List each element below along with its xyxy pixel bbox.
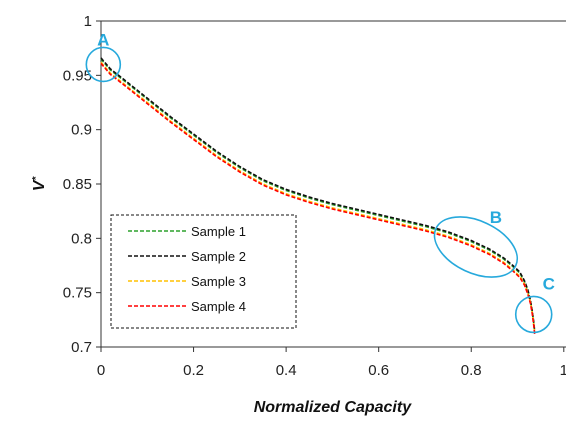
annotation-label-B: B bbox=[490, 208, 502, 227]
annotations-layer: A B C bbox=[85, 30, 555, 334]
y-tick-label: 0.75 bbox=[63, 285, 92, 302]
y-tick-label: 0.8 bbox=[71, 230, 92, 247]
series-line-2 bbox=[100, 57, 536, 331]
legend-label-1: Sample 1 bbox=[191, 224, 246, 239]
y-axis-title: V* bbox=[31, 176, 49, 192]
legend-label-4: Sample 4 bbox=[191, 299, 246, 314]
legend-label-3: Sample 3 bbox=[191, 274, 246, 289]
y-tick-label: 0.95 bbox=[63, 67, 92, 84]
x-tick-label: 0.2 bbox=[183, 362, 204, 379]
y-tick-label: 0.7 bbox=[71, 339, 92, 356]
annotation-label-A: A bbox=[97, 30, 109, 49]
legend-box bbox=[110, 214, 297, 329]
x-tick-label: 0.6 bbox=[368, 362, 389, 379]
series-line-3 bbox=[100, 61, 536, 333]
x-axis-title: Normalized Capacity bbox=[254, 399, 412, 416]
y-tick-label: 0.9 bbox=[71, 122, 92, 139]
x-tick-label: 1 bbox=[560, 362, 566, 379]
legend: Sample 1 Sample 2 Sample 3 Sample 4 bbox=[110, 214, 297, 329]
x-tick-label: 0.4 bbox=[276, 362, 297, 379]
y-tick-label: 1 bbox=[84, 13, 92, 30]
x-tick-label: 0 bbox=[97, 362, 105, 379]
ticks-layer: 0.7 0.75 0.8 0.85 0.9 0.95 1 0 0.2 0.4 0.6 0.8 1 bbox=[63, 13, 566, 379]
y-axis-title-main: V bbox=[31, 179, 48, 191]
x-tick-label: 0.8 bbox=[461, 362, 482, 379]
y-axis-title-superscript: * bbox=[31, 176, 42, 181]
annotation-label-C: C bbox=[543, 274, 555, 293]
annotation-ellipse-B bbox=[433, 216, 519, 278]
annotation-circle-A bbox=[85, 46, 122, 83]
annotation-circle-C bbox=[514, 295, 553, 334]
axes-layer bbox=[100, 20, 566, 348]
legend-label-2: Sample 2 bbox=[191, 249, 246, 264]
series-line-4 bbox=[100, 62, 536, 335]
series-layer bbox=[100, 57, 536, 335]
y-tick-label: 0.85 bbox=[63, 176, 92, 193]
